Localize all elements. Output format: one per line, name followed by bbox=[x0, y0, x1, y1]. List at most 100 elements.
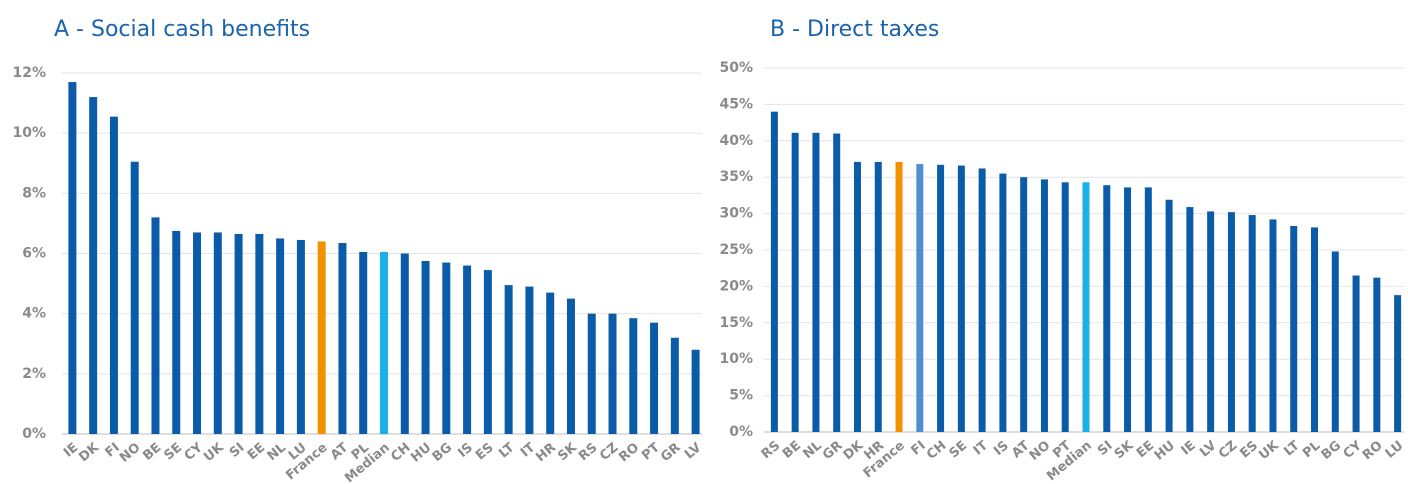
bar bbox=[650, 322, 659, 434]
y-tick-label: 30% bbox=[719, 206, 753, 222]
bar bbox=[770, 111, 778, 433]
bar bbox=[193, 232, 202, 434]
bar bbox=[317, 241, 326, 434]
x-tick-label: IE bbox=[1179, 438, 1199, 458]
x-tick-label: LT bbox=[1281, 438, 1302, 459]
bar bbox=[791, 132, 799, 433]
bar bbox=[296, 239, 305, 434]
bar bbox=[1331, 251, 1339, 432]
y-tick-label: 10% bbox=[719, 351, 753, 367]
y-tick-label: 0% bbox=[22, 426, 46, 442]
y-tick-label: 20% bbox=[719, 278, 753, 294]
x-tick-label: BG bbox=[430, 440, 455, 465]
bar bbox=[608, 313, 617, 434]
bar bbox=[338, 242, 347, 434]
bar bbox=[546, 292, 555, 434]
x-tick-label: DK bbox=[76, 440, 102, 465]
bar bbox=[359, 251, 368, 434]
y-tick-label: 0% bbox=[729, 424, 753, 440]
bar bbox=[587, 313, 596, 434]
x-tick-label: RO bbox=[1360, 438, 1386, 463]
x-tick-label: IT bbox=[971, 438, 991, 458]
bar bbox=[89, 97, 98, 435]
y-tick-label: 4% bbox=[22, 306, 46, 322]
bar bbox=[833, 133, 841, 432]
x-tick-label: FI bbox=[908, 438, 928, 458]
bar bbox=[213, 232, 222, 434]
bar bbox=[937, 164, 945, 432]
bar bbox=[691, 349, 700, 434]
bar bbox=[1394, 295, 1402, 432]
bar bbox=[525, 286, 534, 434]
bar bbox=[1269, 219, 1277, 432]
y-tick-label: 25% bbox=[719, 242, 753, 258]
bar bbox=[151, 217, 160, 434]
x-tick-label: LV bbox=[682, 440, 704, 462]
bar bbox=[999, 173, 1007, 432]
x-tick-label: SI bbox=[1095, 438, 1116, 459]
bar bbox=[916, 164, 924, 432]
bar bbox=[1144, 187, 1152, 432]
y-tick-label: 5% bbox=[729, 388, 753, 404]
y-tick-label: 2% bbox=[22, 366, 46, 382]
bar bbox=[1124, 187, 1132, 432]
bar bbox=[172, 230, 181, 434]
y-tick-label: 35% bbox=[719, 169, 753, 185]
bar bbox=[895, 161, 903, 433]
bar bbox=[874, 161, 882, 433]
bar bbox=[670, 337, 679, 434]
x-tick-label: LT bbox=[496, 440, 517, 461]
chart-title: B - Direct taxes bbox=[770, 17, 939, 42]
bar bbox=[1248, 215, 1256, 432]
bar bbox=[1311, 227, 1319, 432]
x-tick-label: IS bbox=[455, 440, 476, 461]
bar bbox=[1290, 225, 1298, 432]
bar bbox=[1165, 199, 1173, 432]
x-tick-label: GR bbox=[658, 440, 683, 465]
bar bbox=[109, 116, 118, 434]
bar bbox=[1082, 182, 1090, 432]
bar bbox=[1103, 185, 1111, 432]
bar bbox=[957, 165, 965, 432]
bar bbox=[68, 82, 77, 435]
x-tick-label: SE bbox=[947, 438, 971, 461]
bar bbox=[566, 298, 575, 434]
bar bbox=[442, 262, 451, 434]
bar bbox=[853, 161, 861, 433]
x-tick-label: UK bbox=[1256, 438, 1282, 463]
bar bbox=[1207, 211, 1215, 432]
y-tick-label: 8% bbox=[22, 185, 46, 201]
bar bbox=[234, 233, 243, 434]
x-tick-label: RO bbox=[616, 440, 642, 465]
bar bbox=[380, 251, 388, 434]
bar bbox=[421, 261, 430, 434]
bar bbox=[629, 318, 638, 434]
bar bbox=[812, 132, 820, 433]
bar bbox=[1352, 275, 1360, 432]
bar bbox=[504, 285, 513, 434]
x-tick-label: NO bbox=[1027, 438, 1053, 464]
bar bbox=[130, 161, 139, 434]
x-tick-label: HU bbox=[1152, 438, 1178, 463]
bar bbox=[978, 168, 986, 433]
y-tick-label: 6% bbox=[22, 246, 46, 262]
chart-title: A - Social cash benefits bbox=[54, 17, 310, 42]
bar bbox=[400, 253, 409, 434]
bar bbox=[1040, 179, 1048, 432]
bar bbox=[1227, 212, 1235, 432]
y-tick-label: 15% bbox=[719, 315, 753, 331]
x-tick-label: LU bbox=[1383, 438, 1407, 461]
bar bbox=[1186, 207, 1194, 432]
y-tick-label: 50% bbox=[719, 60, 753, 76]
bar bbox=[463, 265, 472, 434]
bar bbox=[1020, 177, 1028, 432]
bar bbox=[255, 233, 264, 434]
y-tick-label: 45% bbox=[719, 96, 753, 112]
y-tick-label: 10% bbox=[12, 125, 46, 141]
x-tick-label: IE bbox=[61, 440, 81, 460]
bar bbox=[1061, 182, 1069, 432]
x-tick-label: UK bbox=[201, 440, 227, 465]
bar bbox=[1373, 277, 1381, 432]
x-tick-label: CH bbox=[924, 438, 949, 463]
